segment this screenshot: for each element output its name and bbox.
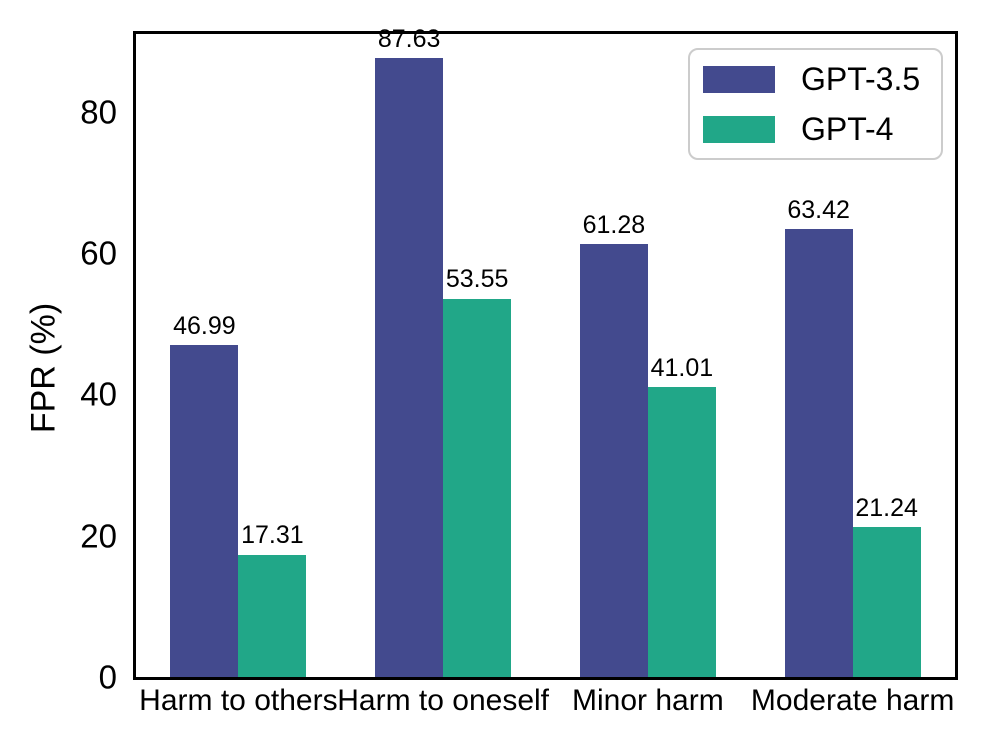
y-tick-label-80: 80 [80,93,117,131]
x-tick-label-minor-harm: Minor harm [572,684,724,717]
legend: GPT-3.5 GPT-4 [688,48,943,160]
bar-value-label-gpt-3-5-minor-harm: 61.28 [582,210,646,239]
bar-value-label-gpt-4-harm-to-oneself: 53.55 [445,265,509,294]
bar-gpt-3-5-minor-harm [579,244,648,677]
bar-value-label-gpt-3-5-harm-to-others: 46.99 [173,311,236,340]
legend-label-gpt-4: GPT-4 [801,111,894,147]
bar-gpt-4-harm-to-others [238,554,307,677]
bar-value-label-gpt-4-minor-harm: 41.01 [650,353,714,382]
bar-gpt-4-moderate-harm [852,526,921,677]
x-tick-label-harm-to-others: Harm to others [139,684,338,717]
legend-item-gpt-4: GPT-4 [703,104,941,154]
x-tick-label-harm-to-oneself: Harm to oneself [337,684,550,717]
legend-swatch-gpt-3-5 [703,65,775,93]
bar-value-label-gpt-4-moderate-harm: 21.24 [855,493,918,522]
legend-label-gpt-3-5: GPT-3.5 [801,61,921,97]
y-tick-label-60: 60 [80,234,117,272]
bar-gpt-3-5-moderate-harm [784,228,853,677]
bar-gpt-4-harm-to-oneself [443,298,512,677]
legend-item-gpt-3-5: GPT-3.5 [703,54,941,104]
bar-value-label-gpt-3-5-moderate-harm: 63.42 [787,195,850,224]
x-tick-label-moderate-harm: Moderate harm [750,684,955,717]
bar-value-label-gpt-3-5-harm-to-oneself: 87.63 [377,24,441,53]
y-tick-label-40: 40 [80,375,117,413]
y-tick-label-20: 20 [80,517,117,555]
y-axis-label: FPR (%) [24,302,63,434]
y-tick-label-0: 0 [98,658,117,696]
bar-gpt-4-minor-harm [647,387,716,677]
legend-swatch-gpt-4 [703,115,775,143]
bar-gpt-3-5-harm-to-oneself [375,57,444,677]
bar-gpt-3-5-harm-to-others [170,344,239,677]
bar-value-label-gpt-4-harm-to-others: 17.31 [241,521,304,550]
